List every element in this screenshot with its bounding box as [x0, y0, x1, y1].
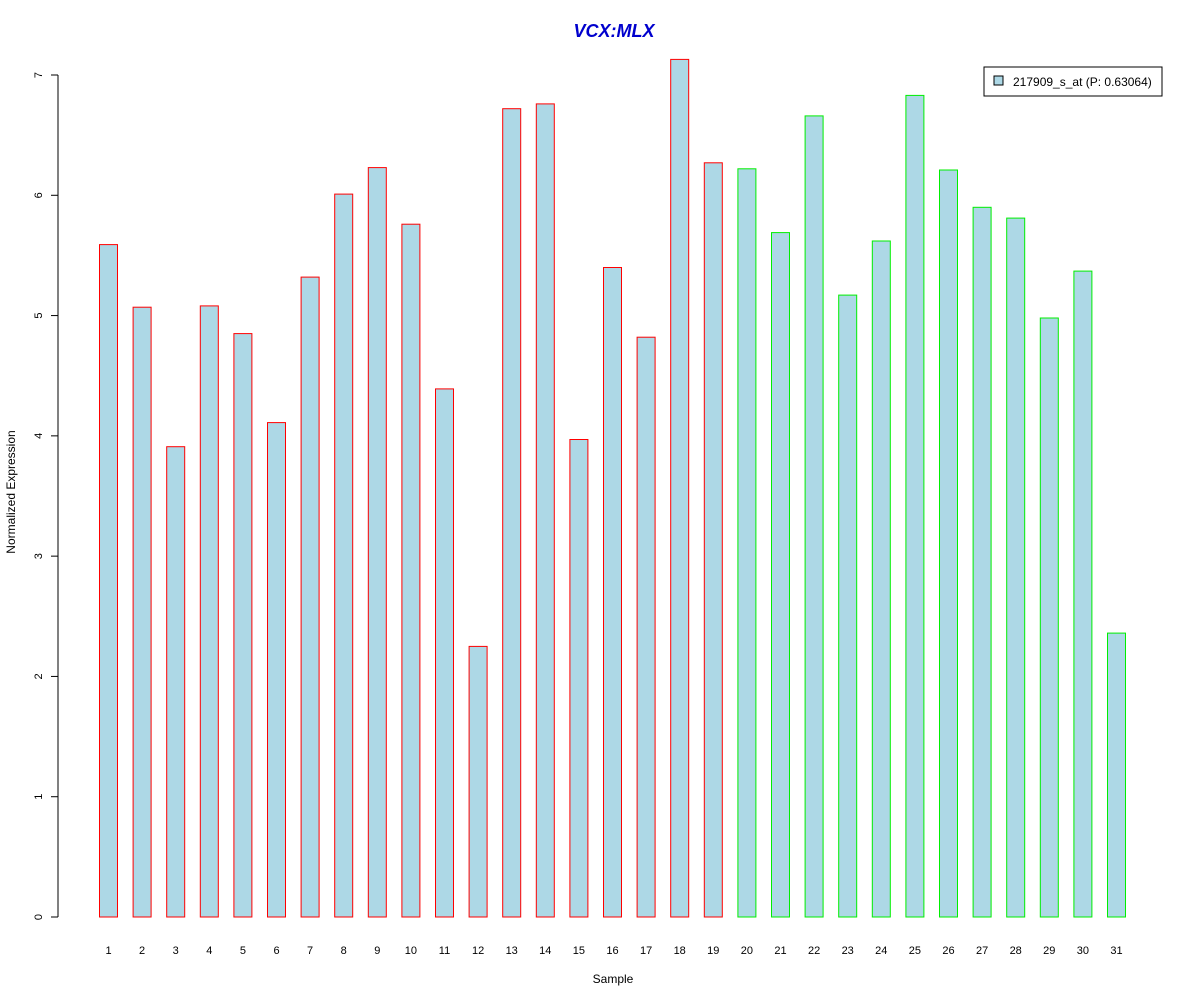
y-axis: 0 1 2 3 4 5 6 7 [33, 72, 59, 920]
x-tick-label: 6 [273, 945, 279, 957]
x-tick-label: 3 [173, 945, 179, 957]
x-tick-label: 31 [1110, 945, 1122, 957]
bar-sample-5 [233, 333, 253, 918]
y-tick-label: 1 [33, 794, 45, 800]
x-tick-label: 24 [875, 945, 887, 957]
x-tick-label: 30 [1077, 945, 1089, 957]
x-tick-label: 22 [808, 945, 820, 957]
x-tick-label: 15 [573, 945, 585, 957]
bar-sample-16 [603, 267, 622, 918]
x-tick-label: 18 [674, 945, 686, 957]
bar-sample-20 [737, 168, 757, 918]
x-tick-label: 12 [472, 945, 484, 957]
bar-sample-6 [267, 422, 286, 918]
bar-sample-9 [367, 167, 387, 918]
bar-sample-15 [569, 439, 589, 918]
x-tick-label: 27 [976, 945, 988, 957]
bar-sample-14 [535, 103, 555, 918]
bar-sample-11 [435, 388, 454, 918]
legend-swatch [993, 75, 1004, 86]
x-tick-label: 9 [374, 945, 380, 957]
x-axis-title: Sample [593, 972, 634, 986]
x-tick-label: 19 [707, 945, 719, 957]
x-tick-label: 10 [405, 945, 417, 957]
y-tick-label: 2 [33, 673, 45, 679]
bar-sample-31 [1107, 632, 1126, 918]
bar-sample-3 [166, 446, 186, 918]
bar-sample-22 [804, 115, 824, 918]
y-axis-title: Normalized Expression [4, 430, 18, 553]
x-tick-label: 23 [842, 945, 854, 957]
chart-title: VCX:MLX [574, 21, 656, 41]
x-tick-label: 7 [307, 945, 313, 957]
x-tick-label: 2 [139, 945, 145, 957]
bar-sample-18 [670, 58, 690, 918]
x-tick-label: 13 [506, 945, 518, 957]
bar-sample-23 [838, 294, 858, 918]
bar-sample-29 [1039, 317, 1059, 918]
x-tick-label: 29 [1043, 945, 1055, 957]
x-tick-label: 26 [942, 945, 954, 957]
y-tick-label: 0 [33, 914, 45, 920]
x-tick-label: 25 [909, 945, 921, 957]
bar-sample-24 [871, 240, 891, 918]
bar-sample-21 [771, 232, 790, 918]
bar-sample-8 [334, 193, 354, 918]
y-tick-label: 3 [33, 553, 45, 559]
legend: 217909_s_at (P: 0.63064) [983, 66, 1163, 97]
x-tick-label: 11 [439, 945, 450, 957]
bar-sample-4 [199, 305, 219, 918]
bar-sample-7 [300, 276, 320, 918]
x-tick-label: 28 [1010, 945, 1022, 957]
bar-sample-25 [905, 94, 925, 918]
bar-sample-28 [1006, 217, 1026, 918]
x-tick-label: 16 [606, 945, 618, 957]
x-tick-label: 4 [206, 945, 212, 957]
x-tick-label: 14 [539, 945, 551, 957]
bar-sample-19 [703, 162, 723, 918]
x-tick-labels: 1 2 3 4 5 6 7 8 9 10 11 12 13 14 15 16 17 18 19 20 21 22 23 24 2… [105, 945, 1122, 957]
x-tick-label: 8 [341, 945, 347, 957]
bar-sample-1 [99, 244, 118, 918]
y-tick-label: 5 [33, 313, 45, 319]
x-tick-label: 17 [640, 945, 652, 957]
bar-sample-30 [1073, 270, 1093, 918]
y-tick-label: 7 [33, 72, 45, 78]
x-tick-label: 1 [105, 945, 111, 957]
y-tick-label: 6 [33, 192, 45, 198]
bar-sample-2 [132, 306, 152, 918]
legend-box [983, 66, 1163, 97]
bar-sample-12 [468, 645, 488, 918]
bar-sample-27 [972, 206, 992, 918]
x-tick-label: 20 [741, 945, 753, 957]
y-tick-label: 4 [33, 433, 45, 439]
bar-sample-10 [401, 223, 421, 918]
bar-sample-17 [636, 336, 656, 918]
bar-sample-26 [939, 169, 958, 918]
bars [99, 58, 1126, 918]
x-tick-label: 5 [240, 945, 246, 957]
x-tick-label: 21 [774, 945, 786, 957]
legend-entry: 217909_s_at (P: 0.63064) [1013, 75, 1152, 89]
bar-sample-13 [502, 108, 522, 918]
